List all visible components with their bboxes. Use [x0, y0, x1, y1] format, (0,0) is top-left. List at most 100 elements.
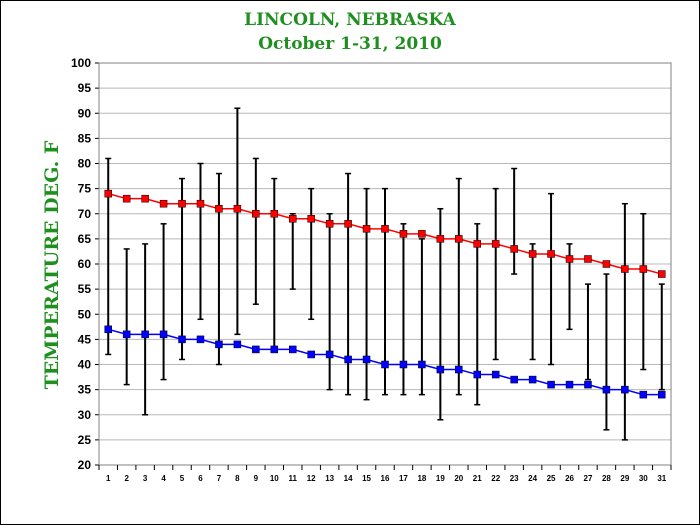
x-tick-label: 1	[106, 474, 111, 483]
y-tick-label: 25	[78, 433, 92, 447]
series-point-upper	[436, 235, 445, 243]
series-point-lower	[381, 360, 389, 369]
series-point-upper	[362, 225, 371, 233]
series-point-upper	[141, 194, 149, 203]
series-point-upper	[122, 194, 131, 203]
series-point-lower	[178, 335, 186, 344]
x-tick-label: 31	[657, 474, 666, 483]
series-point-upper	[252, 210, 260, 218]
series-point-upper	[418, 230, 426, 238]
x-tick-label: 6	[198, 474, 203, 483]
series-point-lower	[455, 365, 463, 374]
x-tick-label: 15	[362, 474, 371, 483]
y-tick-label: 75	[78, 182, 92, 196]
series-point-upper	[528, 250, 537, 258]
x-tick-label: 5	[180, 474, 185, 483]
series-point-lower	[639, 390, 648, 399]
x-tick-label: 22	[491, 474, 500, 483]
series-point-lower	[252, 345, 260, 354]
y-tick-label: 70	[78, 207, 92, 221]
series-point-upper	[602, 260, 611, 268]
series-point-lower	[104, 325, 112, 334]
y-tick-label: 90	[78, 106, 92, 120]
x-tick-label: 28	[602, 474, 611, 483]
y-tick-label: 45	[78, 332, 92, 346]
y-tick-label: 60	[78, 257, 92, 271]
x-tick-label: 4	[161, 474, 166, 483]
x-tick-label: 29	[620, 474, 629, 483]
x-tick-label: 27	[584, 474, 593, 483]
x-tick-label: 9	[254, 474, 259, 483]
y-tick-label: 80	[78, 157, 92, 171]
series-point-upper	[399, 230, 408, 238]
series-point-upper	[547, 250, 555, 258]
x-tick-label: 11	[289, 474, 298, 483]
series-point-upper	[325, 220, 334, 228]
series-point-upper	[288, 215, 297, 223]
series-point-lower	[436, 365, 445, 374]
y-tick-label: 30	[78, 408, 92, 422]
x-tick-label: 30	[639, 474, 648, 483]
x-tick-label: 26	[565, 474, 574, 483]
series-point-upper	[639, 265, 648, 273]
series-point-lower	[418, 360, 426, 369]
x-tick-label: 2	[124, 474, 129, 483]
y-tick-label: 95	[78, 81, 92, 95]
series-point-upper	[344, 220, 352, 228]
series-point-lower	[491, 370, 500, 379]
series-point-upper	[215, 204, 223, 213]
series-point-lower	[362, 355, 371, 364]
x-tick-label: 23	[510, 474, 519, 483]
y-tick-label: 50	[78, 307, 92, 321]
series-point-upper	[565, 255, 574, 263]
series-point-lower	[565, 380, 574, 389]
series-point-lower	[584, 380, 592, 389]
series-point-lower	[307, 350, 315, 359]
series-point-lower	[122, 330, 131, 339]
series-point-lower	[215, 340, 223, 349]
x-tick-label: 17	[399, 474, 408, 483]
x-tick-label: 18	[417, 474, 426, 483]
y-tick-label: 100	[71, 56, 91, 70]
x-tick-label: 12	[307, 474, 316, 483]
chart-title: LINCOLN, NEBRASKA	[244, 10, 456, 30]
x-tick-label: 10	[270, 474, 279, 483]
y-tick-label: 20	[78, 458, 92, 472]
series-point-lower	[510, 375, 518, 384]
series-point-upper	[104, 189, 112, 198]
series-point-lower	[547, 380, 555, 389]
series-point-lower	[288, 345, 297, 354]
series-point-upper	[270, 210, 279, 218]
series-point-lower	[528, 375, 537, 384]
series-point-upper	[381, 225, 389, 233]
series-point-lower	[399, 360, 408, 369]
series-point-lower	[621, 385, 629, 394]
y-tick-label: 35	[78, 383, 92, 397]
x-tick-label: 16	[381, 474, 390, 483]
series-point-lower	[159, 330, 168, 339]
series-point-lower	[602, 385, 611, 394]
y-tick-label: 85	[78, 131, 92, 145]
x-tick-label: 8	[235, 474, 240, 483]
series-point-lower	[196, 335, 205, 344]
series-point-lower	[270, 345, 279, 354]
series-point-upper	[621, 265, 629, 273]
x-tick-label: 20	[454, 474, 463, 483]
series-point-lower	[658, 390, 666, 399]
series-point-upper	[658, 270, 666, 278]
series-point-upper	[455, 235, 463, 243]
x-tick-label: 7	[217, 474, 222, 483]
series-point-upper	[159, 199, 168, 208]
chart-subtitle: October 1-31, 2010	[258, 34, 442, 54]
x-tick-label: 19	[436, 474, 445, 483]
series-point-upper	[510, 245, 518, 253]
plot-border	[98, 62, 672, 466]
x-tick-label: 25	[547, 474, 556, 483]
series-point-upper	[196, 199, 205, 208]
y-tick-label: 40	[78, 358, 92, 372]
y-tick-label: 65	[78, 232, 92, 246]
x-tick-label: 21	[473, 474, 482, 483]
x-tick-label: 24	[528, 474, 537, 483]
